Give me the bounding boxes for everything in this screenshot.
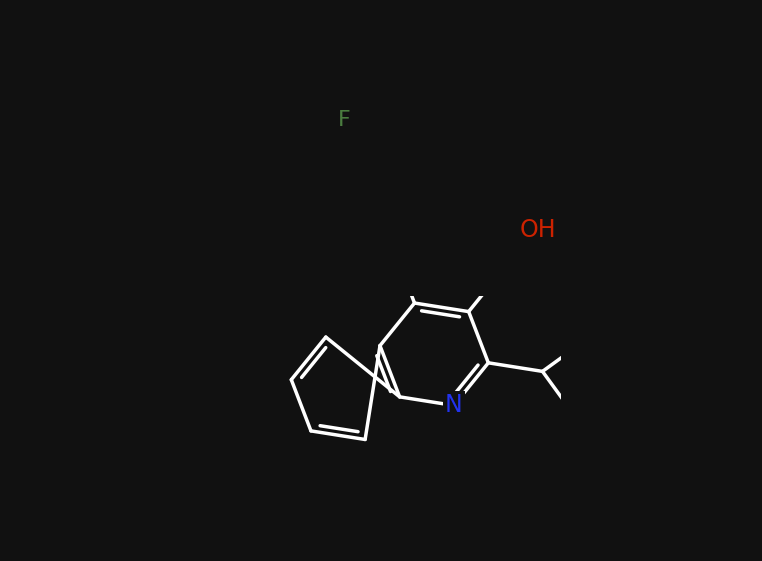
- Text: F: F: [338, 111, 351, 130]
- Text: OH: OH: [520, 218, 556, 242]
- Text: N: N: [445, 393, 463, 417]
